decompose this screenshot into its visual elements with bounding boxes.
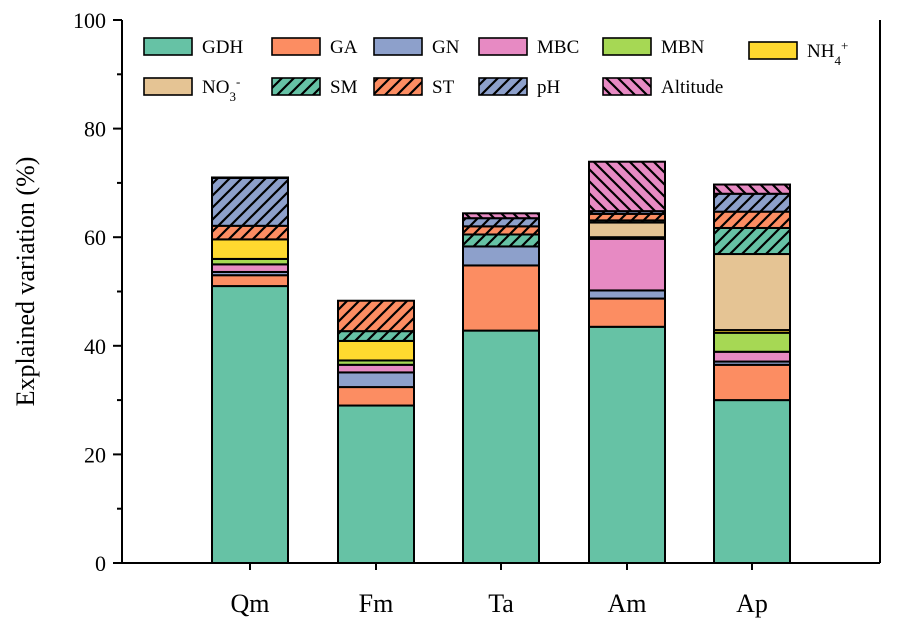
y-tick-label: 100 — [73, 8, 106, 33]
legend-swatch — [602, 37, 652, 56]
x-tick-label-Am: Am — [608, 589, 647, 618]
bar-segment-Ap-Altitude — [713, 183, 791, 195]
bar-segment-Am-GDH — [588, 325, 666, 565]
bar-segment-Ap-GA — [713, 363, 791, 402]
legend-item-ST: ST — [373, 77, 455, 98]
legend-item-GN: GN — [373, 37, 460, 58]
bar-segment-Ap-MBN — [713, 331, 791, 353]
bar-segment-Fm-ST — [337, 299, 415, 333]
bar-segment-Am-GN — [588, 289, 666, 300]
bar-segment-Am-GA — [588, 297, 666, 328]
y-tick-label: 80 — [84, 117, 106, 142]
legend-swatch — [748, 41, 798, 60]
bar-segment-Ap-pH — [713, 192, 791, 213]
y-tick-label: 0 — [95, 551, 106, 576]
legend-swatch — [373, 37, 423, 56]
bar-segment-Fm-NH4 — [337, 339, 415, 362]
bar-segment-Fm-GDH — [337, 404, 415, 564]
bar-segment-Am-MBC — [588, 237, 666, 292]
legend-swatch — [271, 37, 321, 56]
bar-segment-Ap-NO3 — [713, 253, 791, 332]
x-tick-label-Fm: Fm — [359, 589, 394, 618]
bar-segment-Ta-GDH — [462, 329, 540, 565]
bar-segment-Fm-SM — [337, 330, 415, 342]
legend-label: MBN — [661, 37, 705, 58]
legend-item-NO3: NO3- — [143, 74, 240, 104]
legend-label: GA — [330, 37, 358, 58]
legend-swatch — [602, 77, 652, 96]
legend-label: NH4+ — [807, 38, 848, 68]
legend-item-pH: pH — [478, 77, 561, 98]
bar-segment-Ta-Altitude — [462, 212, 540, 220]
bar-segment-Qm-pH — [211, 177, 289, 227]
bar-segment-Ap-MBC — [713, 350, 791, 363]
x-tick-label-Ta: Ta — [488, 589, 514, 618]
bar-segment-Am-Altitude — [588, 160, 666, 213]
legend-label: ST — [432, 77, 455, 98]
y-tick-label: 60 — [84, 225, 106, 250]
legend-swatch — [478, 37, 528, 56]
bar-segment-Ap-SM — [713, 226, 791, 256]
legend-item-NH4: NH4+ — [748, 38, 848, 68]
bar-segment-Fm-GA — [337, 386, 415, 407]
legend-label: GDH — [202, 37, 243, 58]
bar-segment-Qm-NH4 — [211, 238, 289, 260]
bar-segment-Ta-ST — [462, 225, 540, 236]
bar-segment-Ap-ST — [713, 210, 791, 229]
bar-segment-Qm-MBC — [211, 263, 289, 273]
y-tick-label: 40 — [84, 334, 106, 359]
legend-item-MBN: MBN — [602, 37, 705, 58]
legend-label: NO3- — [202, 74, 240, 104]
y-axis-title: Explained variation (%) — [11, 157, 40, 407]
y-tick-label: 20 — [84, 442, 106, 467]
bar-segment-Am-NO3 — [588, 221, 666, 239]
legend-item-SM: SM — [271, 77, 358, 98]
bar-segment-Fm-MBC — [337, 363, 415, 374]
legend-label: MBC — [537, 37, 579, 58]
legend-item-Altitude: Altitude — [602, 77, 723, 98]
legend-label: GN — [432, 37, 460, 58]
legend-swatch — [271, 77, 321, 96]
legend-swatch — [143, 77, 193, 96]
bar-segment-Ta-pH — [462, 217, 540, 228]
legend-swatch — [373, 77, 423, 96]
legend-swatch — [478, 77, 528, 96]
legend-item-GDH: GDH — [143, 37, 243, 58]
bar-segment-Qm-ST — [211, 224, 289, 241]
legend-item-GA: GA — [271, 37, 358, 58]
bar-segment-Ta-GN — [462, 245, 540, 267]
x-tick-label-Qm: Qm — [231, 589, 270, 618]
legend-label: Altitude — [661, 77, 723, 98]
bar-segment-Ap-GDH — [713, 399, 791, 564]
bar-segment-Qm-Altitude — [211, 176, 289, 180]
plot-area: 0 20 40 60 80 100 Qm Fm Ta Am Ap Explained variatio… — [11, 8, 881, 618]
bar-segment-Ta-GA — [462, 264, 540, 332]
bar-segment-Qm-GDH — [211, 285, 289, 564]
bar-segment-Qm-GA — [211, 274, 289, 288]
legend-label: pH — [537, 77, 561, 98]
bar-segment-Fm-GN — [337, 371, 415, 389]
legend-label: SM — [330, 77, 358, 98]
legend-item-MBC: MBC — [478, 37, 579, 58]
x-tick-label-Ap: Ap — [736, 589, 768, 618]
legend-swatch — [143, 37, 193, 56]
bar-segment-Ta-SM — [462, 233, 540, 248]
